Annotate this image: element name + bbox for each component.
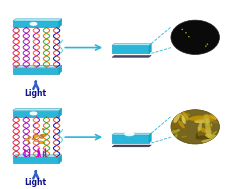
Ellipse shape bbox=[184, 114, 189, 119]
Ellipse shape bbox=[169, 124, 180, 129]
Ellipse shape bbox=[173, 110, 180, 123]
Ellipse shape bbox=[42, 134, 46, 137]
Polygon shape bbox=[112, 145, 151, 147]
Polygon shape bbox=[112, 135, 149, 143]
Ellipse shape bbox=[42, 128, 44, 130]
Ellipse shape bbox=[177, 107, 188, 121]
Polygon shape bbox=[59, 108, 62, 117]
Ellipse shape bbox=[40, 135, 43, 136]
Polygon shape bbox=[112, 55, 151, 57]
Ellipse shape bbox=[211, 123, 212, 126]
Ellipse shape bbox=[33, 135, 38, 137]
Ellipse shape bbox=[172, 113, 190, 118]
Ellipse shape bbox=[206, 114, 223, 119]
Ellipse shape bbox=[30, 22, 37, 25]
Ellipse shape bbox=[28, 143, 30, 144]
Polygon shape bbox=[13, 67, 59, 74]
Ellipse shape bbox=[32, 138, 35, 140]
Polygon shape bbox=[13, 157, 59, 163]
Ellipse shape bbox=[125, 132, 134, 136]
Ellipse shape bbox=[209, 130, 213, 132]
Polygon shape bbox=[149, 44, 151, 53]
Ellipse shape bbox=[30, 112, 37, 115]
Polygon shape bbox=[112, 44, 151, 45]
Ellipse shape bbox=[178, 121, 185, 128]
Ellipse shape bbox=[212, 131, 217, 135]
Polygon shape bbox=[59, 155, 62, 163]
Ellipse shape bbox=[35, 139, 39, 142]
Text: Light: Light bbox=[25, 178, 47, 187]
Text: Light: Light bbox=[25, 89, 47, 98]
Polygon shape bbox=[149, 133, 151, 143]
Ellipse shape bbox=[171, 110, 219, 144]
Ellipse shape bbox=[205, 46, 207, 47]
Ellipse shape bbox=[194, 118, 212, 123]
Ellipse shape bbox=[171, 110, 219, 144]
Polygon shape bbox=[59, 19, 62, 27]
Ellipse shape bbox=[206, 117, 219, 124]
Polygon shape bbox=[13, 111, 59, 117]
Polygon shape bbox=[13, 19, 62, 21]
Ellipse shape bbox=[182, 116, 186, 124]
Ellipse shape bbox=[179, 128, 187, 131]
Ellipse shape bbox=[181, 29, 183, 30]
Ellipse shape bbox=[181, 136, 187, 138]
Polygon shape bbox=[112, 133, 151, 135]
Ellipse shape bbox=[208, 122, 211, 129]
Ellipse shape bbox=[185, 32, 187, 33]
Polygon shape bbox=[13, 65, 62, 67]
Ellipse shape bbox=[205, 124, 212, 138]
Ellipse shape bbox=[28, 136, 31, 138]
Polygon shape bbox=[112, 45, 149, 53]
Ellipse shape bbox=[43, 142, 45, 144]
Ellipse shape bbox=[174, 134, 177, 140]
Ellipse shape bbox=[205, 114, 210, 125]
Ellipse shape bbox=[206, 113, 222, 122]
Ellipse shape bbox=[201, 137, 207, 139]
Polygon shape bbox=[13, 108, 62, 111]
Ellipse shape bbox=[182, 116, 185, 123]
Polygon shape bbox=[13, 21, 59, 27]
Ellipse shape bbox=[207, 43, 208, 45]
Ellipse shape bbox=[179, 114, 184, 117]
Ellipse shape bbox=[188, 36, 190, 37]
Ellipse shape bbox=[201, 139, 214, 143]
Ellipse shape bbox=[168, 129, 180, 134]
Ellipse shape bbox=[171, 20, 219, 54]
Ellipse shape bbox=[198, 122, 202, 132]
Ellipse shape bbox=[198, 127, 210, 134]
Ellipse shape bbox=[173, 128, 177, 133]
Polygon shape bbox=[59, 65, 62, 74]
Ellipse shape bbox=[40, 136, 44, 139]
Ellipse shape bbox=[172, 113, 183, 123]
Ellipse shape bbox=[25, 138, 29, 141]
Ellipse shape bbox=[214, 133, 217, 138]
Ellipse shape bbox=[203, 114, 210, 129]
Ellipse shape bbox=[205, 134, 223, 140]
Ellipse shape bbox=[188, 115, 208, 121]
Ellipse shape bbox=[196, 133, 198, 139]
Ellipse shape bbox=[195, 135, 212, 140]
Ellipse shape bbox=[39, 141, 43, 144]
Polygon shape bbox=[13, 155, 62, 157]
